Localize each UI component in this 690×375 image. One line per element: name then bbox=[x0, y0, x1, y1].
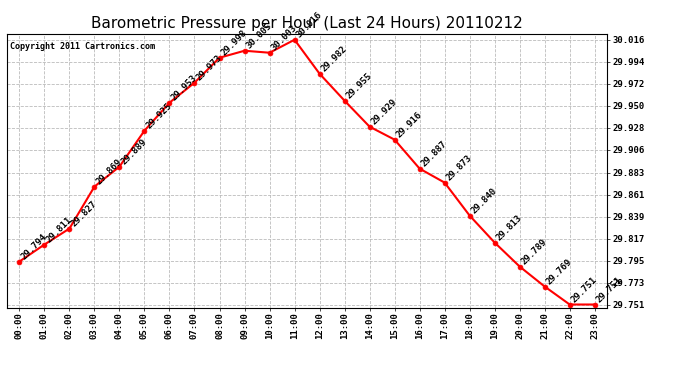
Text: 29.982: 29.982 bbox=[319, 45, 348, 74]
Text: 29.889: 29.889 bbox=[119, 138, 148, 166]
Text: 29.925: 29.925 bbox=[144, 102, 174, 130]
Text: 29.789: 29.789 bbox=[520, 237, 549, 267]
Text: 29.769: 29.769 bbox=[544, 257, 574, 286]
Text: 29.751: 29.751 bbox=[570, 275, 599, 304]
Text: 29.827: 29.827 bbox=[70, 200, 99, 229]
Text: 29.953: 29.953 bbox=[170, 74, 199, 103]
Text: Copyright 2011 Cartronics.com: Copyright 2011 Cartronics.com bbox=[10, 42, 155, 51]
Text: 29.840: 29.840 bbox=[470, 186, 499, 216]
Text: 30.003: 30.003 bbox=[270, 24, 299, 53]
Text: 29.794: 29.794 bbox=[19, 232, 48, 261]
Text: 29.929: 29.929 bbox=[370, 98, 399, 127]
Title: Barometric Pressure per Hour (Last 24 Hours) 20110212: Barometric Pressure per Hour (Last 24 Ho… bbox=[91, 16, 523, 31]
Text: 29.811: 29.811 bbox=[44, 215, 74, 244]
Text: 29.955: 29.955 bbox=[344, 72, 374, 101]
Text: 29.751: 29.751 bbox=[595, 275, 624, 304]
Text: 29.998: 29.998 bbox=[219, 28, 248, 58]
Text: 30.005: 30.005 bbox=[244, 22, 274, 51]
Text: 29.887: 29.887 bbox=[420, 140, 448, 169]
Text: 29.869: 29.869 bbox=[95, 158, 124, 187]
Text: 29.973: 29.973 bbox=[195, 54, 224, 83]
Text: 29.813: 29.813 bbox=[495, 213, 524, 243]
Text: 29.873: 29.873 bbox=[444, 153, 474, 183]
Text: 30.016: 30.016 bbox=[295, 10, 324, 40]
Text: 29.916: 29.916 bbox=[395, 111, 424, 140]
